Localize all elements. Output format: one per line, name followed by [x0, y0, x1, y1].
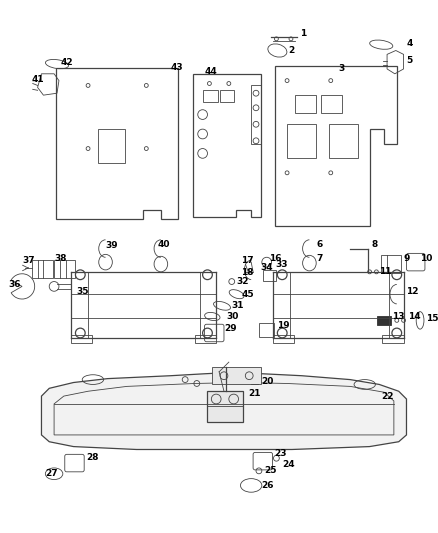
Text: 22: 22: [381, 392, 394, 401]
Bar: [321, 95, 343, 112]
Bar: [203, 90, 218, 102]
Bar: [329, 124, 358, 158]
Text: 4: 4: [406, 39, 413, 48]
Bar: [32, 260, 53, 278]
Text: 8: 8: [371, 240, 378, 249]
Text: 37: 37: [22, 256, 35, 265]
Text: 44: 44: [205, 67, 217, 76]
Text: 29: 29: [224, 324, 237, 333]
Bar: [71, 335, 92, 343]
Text: 21: 21: [248, 389, 261, 398]
Text: 6: 6: [316, 240, 322, 249]
Text: 25: 25: [265, 466, 277, 475]
Text: 15: 15: [426, 314, 438, 323]
Bar: [382, 335, 403, 343]
Bar: [54, 260, 75, 278]
Text: 14: 14: [408, 312, 421, 321]
Text: 23: 23: [275, 449, 287, 458]
Text: 27: 27: [46, 469, 58, 478]
Bar: [212, 367, 261, 384]
Bar: [381, 255, 401, 273]
Text: 26: 26: [261, 481, 273, 490]
Text: 18: 18: [241, 268, 254, 277]
Text: 31: 31: [232, 301, 244, 310]
Text: 7: 7: [316, 254, 322, 263]
Text: 30: 30: [226, 312, 238, 321]
Bar: [251, 85, 261, 144]
Bar: [378, 317, 391, 325]
Text: 19: 19: [277, 321, 290, 330]
Bar: [98, 129, 125, 163]
Text: 11: 11: [379, 268, 392, 276]
Text: 16: 16: [268, 254, 281, 263]
Text: 33: 33: [276, 260, 288, 269]
Bar: [287, 124, 316, 158]
Bar: [206, 391, 244, 422]
Text: 17: 17: [241, 256, 254, 265]
Text: 43: 43: [170, 63, 183, 72]
Text: 39: 39: [106, 241, 118, 250]
Text: 28: 28: [86, 453, 99, 462]
Text: 42: 42: [61, 58, 74, 67]
Text: 35: 35: [76, 287, 89, 296]
Text: 12: 12: [406, 287, 419, 296]
Text: 38: 38: [54, 254, 67, 263]
Bar: [195, 335, 216, 343]
Text: 1: 1: [300, 29, 306, 38]
Text: 13: 13: [392, 312, 404, 321]
Text: 41: 41: [32, 75, 44, 84]
Text: 3: 3: [339, 64, 345, 74]
Text: 34: 34: [261, 263, 273, 272]
Text: 9: 9: [403, 254, 410, 263]
Text: 32: 32: [237, 277, 249, 286]
Text: 2: 2: [288, 46, 294, 55]
Bar: [295, 95, 316, 112]
Polygon shape: [42, 373, 406, 449]
Text: 45: 45: [241, 289, 254, 298]
Bar: [272, 335, 294, 343]
Text: 20: 20: [261, 377, 273, 386]
Text: 5: 5: [406, 56, 413, 64]
Text: 36: 36: [8, 280, 21, 289]
Text: 10: 10: [420, 254, 432, 263]
Bar: [263, 270, 276, 280]
Text: 40: 40: [158, 240, 170, 249]
Bar: [220, 90, 234, 102]
Text: 24: 24: [282, 459, 295, 469]
Bar: [259, 324, 275, 337]
